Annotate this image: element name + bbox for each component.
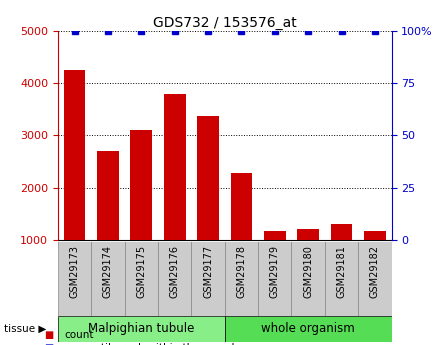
Text: percentile rank within the sample: percentile rank within the sample xyxy=(65,343,240,345)
Text: GSM29175: GSM29175 xyxy=(136,245,146,298)
Bar xyxy=(91,241,125,317)
Bar xyxy=(64,70,85,240)
Bar xyxy=(225,316,392,342)
Text: whole organism: whole organism xyxy=(261,322,355,335)
Title: GDS732 / 153576_at: GDS732 / 153576_at xyxy=(153,16,297,30)
Text: GSM29177: GSM29177 xyxy=(203,245,213,298)
Bar xyxy=(264,231,286,240)
Bar xyxy=(58,241,91,317)
Bar xyxy=(331,224,352,240)
Bar xyxy=(358,241,392,317)
Text: GSM29182: GSM29182 xyxy=(370,245,380,298)
Text: GSM29181: GSM29181 xyxy=(336,245,347,298)
Text: GSM29180: GSM29180 xyxy=(303,245,313,298)
Bar xyxy=(325,241,358,317)
Bar xyxy=(197,116,219,240)
Text: GSM29174: GSM29174 xyxy=(103,245,113,298)
Bar xyxy=(225,241,258,317)
Text: GSM29176: GSM29176 xyxy=(170,245,180,298)
Bar xyxy=(130,130,152,240)
Bar xyxy=(97,151,119,240)
Bar xyxy=(364,231,386,240)
Bar xyxy=(231,173,252,240)
Bar xyxy=(291,241,325,317)
Bar xyxy=(164,94,186,240)
Text: count: count xyxy=(65,330,94,339)
Text: GSM29179: GSM29179 xyxy=(270,245,280,298)
Text: Malpighian tubule: Malpighian tubule xyxy=(88,322,194,335)
Text: ■: ■ xyxy=(44,343,54,345)
Text: tissue ▶: tissue ▶ xyxy=(4,324,47,334)
Bar xyxy=(158,241,191,317)
Text: GSM29178: GSM29178 xyxy=(236,245,247,298)
Bar xyxy=(191,241,225,317)
Bar xyxy=(297,229,319,240)
Bar xyxy=(258,241,291,317)
Bar xyxy=(125,241,158,317)
Text: GSM29173: GSM29173 xyxy=(69,245,80,298)
Bar xyxy=(58,316,225,342)
Text: ■: ■ xyxy=(44,330,54,339)
